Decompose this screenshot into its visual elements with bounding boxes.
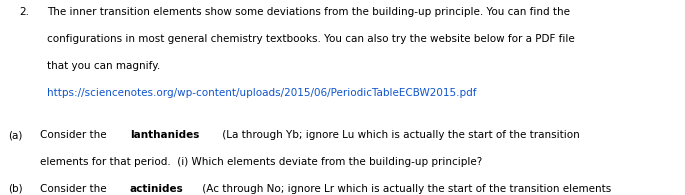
Text: (b): (b) bbox=[8, 184, 23, 194]
Text: (La through Yb; ignore Lu which is actually the start of the transition: (La through Yb; ignore Lu which is actua… bbox=[219, 130, 580, 140]
Text: actinides: actinides bbox=[130, 184, 184, 194]
Text: Consider the: Consider the bbox=[40, 184, 110, 194]
Text: (Ac through No; ignore Lr which is actually the start of the transition elements: (Ac through No; ignore Lr which is actua… bbox=[199, 184, 612, 194]
Text: lanthanides: lanthanides bbox=[130, 130, 199, 140]
Text: elements for that period.  (i) Which elements deviate from the building-up princ: elements for that period. (i) Which elem… bbox=[40, 157, 482, 167]
Text: The inner transition elements show some deviations from the building-up principl: The inner transition elements show some … bbox=[47, 7, 570, 17]
Text: (a): (a) bbox=[8, 130, 23, 140]
Text: Consider the: Consider the bbox=[40, 130, 110, 140]
Text: https://sciencenotes.org/wp-content/uploads/2015/06/PeriodicTableECBW2015.pdf: https://sciencenotes.org/wp-content/uplo… bbox=[47, 88, 476, 98]
Text: configurations in most general chemistry textbooks. You can also try the website: configurations in most general chemistry… bbox=[47, 34, 574, 44]
Text: that you can magnify.: that you can magnify. bbox=[47, 61, 160, 71]
Text: 2.: 2. bbox=[19, 7, 29, 17]
